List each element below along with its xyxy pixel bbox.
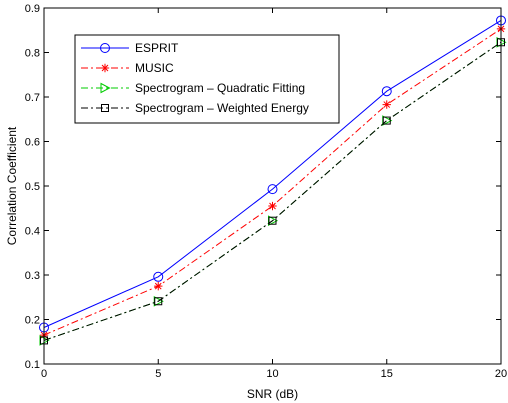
y-tick-label: 0.9 <box>25 3 40 15</box>
x-tick-label: 20 <box>495 368 507 380</box>
legend-label: ESPRIT <box>135 41 179 55</box>
y-tick-label: 0.4 <box>25 226 40 238</box>
legend-marker <box>101 104 109 112</box>
y-tick-label: 0.2 <box>25 315 40 327</box>
legend-label: MUSIC <box>135 61 174 75</box>
x-axis-label: SNR (dB) <box>247 387 298 401</box>
x-tick-label: 15 <box>381 368 393 380</box>
y-tick-label: 0.6 <box>25 137 40 149</box>
y-tick-label: 0.5 <box>25 181 40 193</box>
data-point <box>382 116 391 125</box>
legend-marker <box>100 63 110 73</box>
y-tick-label: 0.7 <box>25 92 40 104</box>
legend-label: Spectrogram – Quadratic Fitting <box>135 81 305 95</box>
data-point <box>153 271 164 282</box>
legend: ESPRIT MUSIC Spectrogram – Quadratic Fitti… <box>74 34 340 124</box>
plot-area <box>39 15 507 346</box>
data-point <box>268 216 277 225</box>
data-point <box>154 297 163 306</box>
y-tick-label: 0.1 <box>25 359 40 371</box>
legend-marker <box>100 82 111 94</box>
y-axis-label: Correlation Coefficient <box>5 126 19 245</box>
data-point <box>381 86 392 97</box>
x-tick-label: 5 <box>155 368 161 380</box>
axis-ticks: 0 5 10 15 20 0.1 0.2 0.3 0.4 0.5 0.6 0.7 0.8 0.9 <box>25 3 507 380</box>
x-tick-label: 10 <box>266 368 278 380</box>
data-point <box>268 201 277 211</box>
data-point <box>267 184 278 195</box>
data-point <box>382 100 391 109</box>
legend-marker <box>100 43 110 53</box>
series-line <box>43 41 502 341</box>
y-tick-label: 0.8 <box>25 48 40 60</box>
legend-label: Spectrogram – Weighted Energy <box>135 101 309 115</box>
data-point <box>154 281 163 291</box>
x-tick-label: 0 <box>41 368 47 380</box>
y-tick-label: 0.3 <box>25 270 40 282</box>
series-line <box>43 20 502 328</box>
legend-box <box>74 34 340 124</box>
